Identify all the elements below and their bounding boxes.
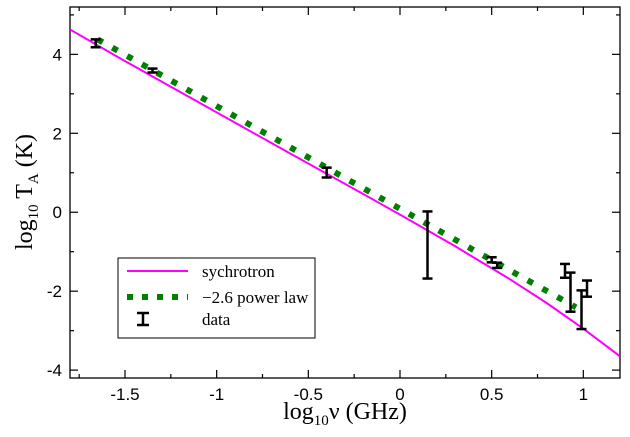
series-layer — [70, 28, 620, 358]
x-tick-label: -1.5 — [110, 385, 139, 404]
data-point-errorbar — [147, 67, 158, 74]
x-tick-label: 1 — [579, 385, 588, 404]
y-tick-label: -2 — [47, 282, 62, 301]
x-axis-title: log10ν (GHz) — [283, 399, 407, 429]
plot-frame — [69, 6, 621, 379]
legend-data-label: data — [202, 310, 231, 329]
y-tick-label: 0 — [53, 203, 62, 222]
y-axis-title: log10 TA (K) — [12, 134, 42, 250]
data-point-errorbar — [576, 289, 587, 331]
legend-data-swatch — [137, 311, 149, 327]
data-point-errorbar — [565, 271, 576, 313]
y-tick-label: 4 — [53, 45, 62, 64]
axis-ticks: -1.5 -1 -0.5 0 0.5 1 -4 -2 0 2 4 — [47, 7, 620, 404]
x-tick-label: -0.5 — [294, 385, 323, 404]
data-point-errorbar — [321, 166, 332, 179]
synchrotron-curve — [70, 28, 620, 358]
legend-powerlaw-label: −2.6 power law — [202, 288, 309, 307]
data-point-errorbar — [422, 210, 433, 280]
x-tick-label: 0.5 — [480, 385, 504, 404]
data-point-errorbar — [90, 38, 101, 49]
y-tick-label: -4 — [47, 361, 62, 380]
x-tick-label: 0 — [395, 385, 404, 404]
power-law-line — [96, 36, 578, 310]
data-point-errorbar — [560, 262, 570, 280]
data-point-errorbar — [492, 261, 503, 270]
y-tick-label: 2 — [53, 124, 62, 143]
legend: sychrotron −2.6 power law data — [117, 257, 316, 339]
data-point-errorbar — [582, 279, 592, 298]
x-tick-label: -1 — [209, 385, 224, 404]
legend-synchrotron-label: sychrotron — [202, 262, 275, 281]
plot-area — [70, 28, 620, 358]
